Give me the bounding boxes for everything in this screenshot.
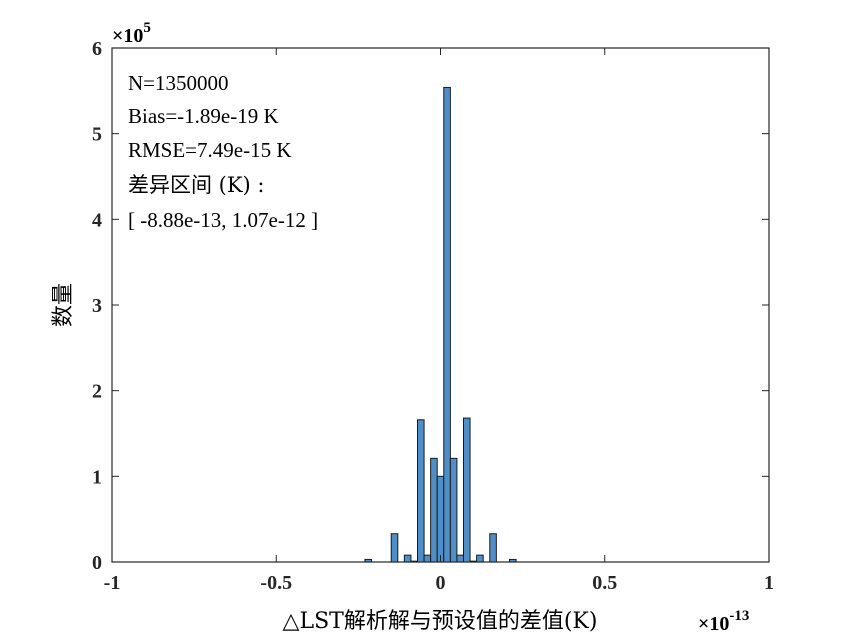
histogram-bar: [462, 417, 471, 563]
histogram-bar: [417, 419, 425, 563]
histogram-bar: [489, 533, 497, 563]
stats-annotation: N=1350000 Bias=-1.89e-19 K RMSE=7.49e-15…: [128, 71, 318, 232]
y-multiplier-base: ×10: [112, 25, 143, 47]
x-tick-label: -1: [104, 572, 121, 594]
x-tick-label: 1: [764, 572, 774, 594]
y-tick-label: 0: [92, 552, 102, 574]
bars-group: [364, 86, 517, 563]
x-multiplier-exp: -13: [729, 608, 749, 624]
y-multiplier-exp: 5: [143, 20, 151, 36]
histogram-bar: [449, 457, 458, 563]
histogram-bar: [476, 554, 484, 563]
annotation-n: N=1350000: [128, 71, 229, 95]
histogram-bar: [456, 554, 464, 563]
histogram-bar: [410, 560, 419, 563]
y-tick-label: 4: [92, 209, 102, 231]
histogram-bar: [390, 533, 399, 563]
histogram-bar: [364, 558, 373, 563]
y-tick-label: 6: [92, 38, 102, 60]
x-axis-label: △LST解析解与预设值的差值(K): [283, 609, 598, 634]
histogram-bar: [443, 86, 451, 563]
histogram-bar: [436, 475, 445, 563]
annotation-range-value: [ -8.88e-13, 1.07e-12 ]: [128, 208, 318, 232]
y-axis-multiplier: ×105: [112, 20, 151, 47]
annotation-range-label: 差异区间 (K) :: [128, 173, 265, 197]
y-tick-label: 5: [92, 124, 102, 146]
histogram-bar: [430, 457, 438, 563]
y-tick-label: 3: [92, 295, 102, 317]
x-tick-label: -0.5: [260, 572, 292, 594]
y-axis-ticks: 0 1 2 3 4 5 6: [92, 38, 769, 574]
y-tick-label: 2: [92, 381, 102, 403]
histogram-bar: [469, 560, 478, 563]
histogram-bar: [423, 554, 432, 563]
x-tick-label: 0: [436, 572, 446, 594]
y-axis-label: 数量: [51, 283, 76, 327]
x-tick-label: 0.5: [592, 572, 617, 594]
annotation-rmse: RMSE=7.49e-15 K: [128, 138, 292, 162]
histogram-bar: [403, 554, 412, 563]
x-multiplier-base: ×10: [698, 613, 729, 635]
histogram-bar: [508, 558, 517, 563]
x-axis-ticks: -1 -0.5 0 0.5 1: [104, 48, 774, 594]
x-axis-multiplier: ×10-13: [698, 608, 749, 635]
annotation-bias: Bias=-1.89e-19 K: [128, 104, 279, 128]
y-tick-label: 1: [92, 466, 102, 488]
